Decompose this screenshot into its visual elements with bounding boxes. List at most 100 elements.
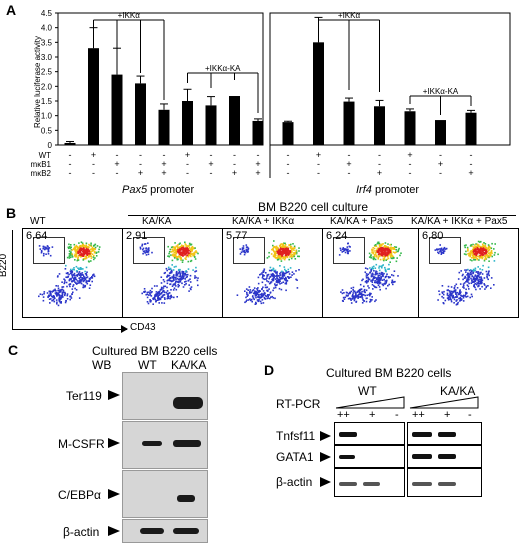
blot-bactin-wb [122,519,208,543]
flow-event-dot [477,285,479,288]
flow-event-dot [339,247,342,250]
flow-event-dot [363,285,365,288]
flow-event-dot [466,284,469,286]
flow-event-dot [274,271,276,273]
flow-event-dot [462,300,465,302]
flow-event-dot [264,284,267,286]
flow-event-dot [171,248,173,251]
flow-event-dot [74,248,77,250]
flow-event-dot [471,251,473,254]
flow-event-dot [64,279,66,282]
blot-label-ter119: Ter119 [66,389,102,403]
flow-event-dot [272,275,274,278]
flow-event-dot [295,251,298,253]
flow-event-dot [353,290,355,292]
flow-event-dot [184,243,187,245]
flow-event-dot [42,299,45,302]
flow-event-dot [272,255,275,257]
flow-event-dot [170,280,173,283]
flow-event-dot [272,244,274,247]
flow-event-dot [54,292,57,294]
flow-event-dot [463,287,465,289]
flow-event-dot [71,276,74,279]
flow-event-dot [160,296,163,298]
flow-event-dot [374,271,377,274]
flow-event-dot [465,279,468,282]
flow-event-dot [484,252,486,254]
flow-event-dot [79,255,81,257]
flow-event-dot [284,244,287,246]
flow-event-dot [94,250,96,253]
flow-event-dot [381,272,384,274]
flow-event-dot [469,296,471,299]
flow-event-dot [64,292,66,295]
flow-plot-kaka: 2.91 [122,228,223,318]
flow-event-dot [185,245,187,248]
flow-event-dot [149,299,151,301]
flow-event-dot [92,274,94,277]
a-sign-irf4: + [346,159,351,169]
flow-event-dot [161,292,163,294]
flow-event-dot [472,271,475,274]
flow-event-dot [351,295,354,298]
pcr-box-tnfsf11-kaka [407,422,482,445]
flow-event-dot [389,248,392,250]
flow-event-dot [72,273,75,276]
flow-event-dot [276,249,279,251]
flow-event-dot [85,281,87,284]
flow-event-dot [393,270,396,272]
flow-event-dot [179,256,182,259]
flow-event-dot [377,253,380,256]
flow-event-dot [377,274,380,277]
flow-event-dot [474,244,476,246]
flow-event-dot [345,248,348,251]
flow-event-dot [360,293,362,296]
flow-event-dot [476,282,478,284]
flow-event-dot [179,277,182,280]
flow-event-dot [85,266,88,269]
flow-event-dot [494,251,496,254]
flow-event-dot [278,249,281,251]
flow-event-dot [477,271,480,273]
flow-event-dot [378,252,381,255]
flow-event-dot [177,278,180,281]
flow-event-dot [372,276,375,279]
a-y-axis-label: Relative luciferase activity [33,36,42,128]
flow-event-dot [459,299,462,301]
flow-event-dot [178,243,181,245]
flow-event-dot [57,289,59,292]
flow-event-dot [290,254,293,257]
flow-event-dot [47,253,50,255]
flow-event-dot [71,249,74,251]
flow-event-dot [347,242,349,245]
flow-event-dot [263,278,266,281]
flow-event-dot [181,261,184,263]
flow-event-dot [442,293,445,296]
flow-event-dot [155,293,158,295]
flow-event-dot [239,248,241,250]
flow-event-dot [371,272,374,275]
flow-event-dot [452,297,454,299]
flow-event-dot [69,298,71,301]
flow-event-dot [394,252,396,254]
flow-event-dot [275,274,278,277]
flow-event-dot [176,273,179,276]
flow-event-dot [471,245,473,247]
flow-event-dot [437,248,440,250]
flow-event-dot [77,282,79,284]
flow-event-dot [487,256,489,259]
flow-event-dot [287,253,289,255]
flow-event-dot [479,245,481,248]
flow-event-dot [456,303,459,305]
flow-event-dot [263,296,266,299]
pcr-band-tnfsf11-wt-pp [339,432,357,437]
flow-event-dot [282,257,284,260]
flow-event-dot [185,250,187,253]
flow-event-dot [74,251,77,253]
flow-event-dot [82,274,84,276]
flow-event-dot [168,278,171,280]
flow-event-dot [467,253,469,255]
flow-event-dot [489,246,491,249]
flow-event-dot [90,255,93,257]
flow-event-dot [475,246,478,249]
